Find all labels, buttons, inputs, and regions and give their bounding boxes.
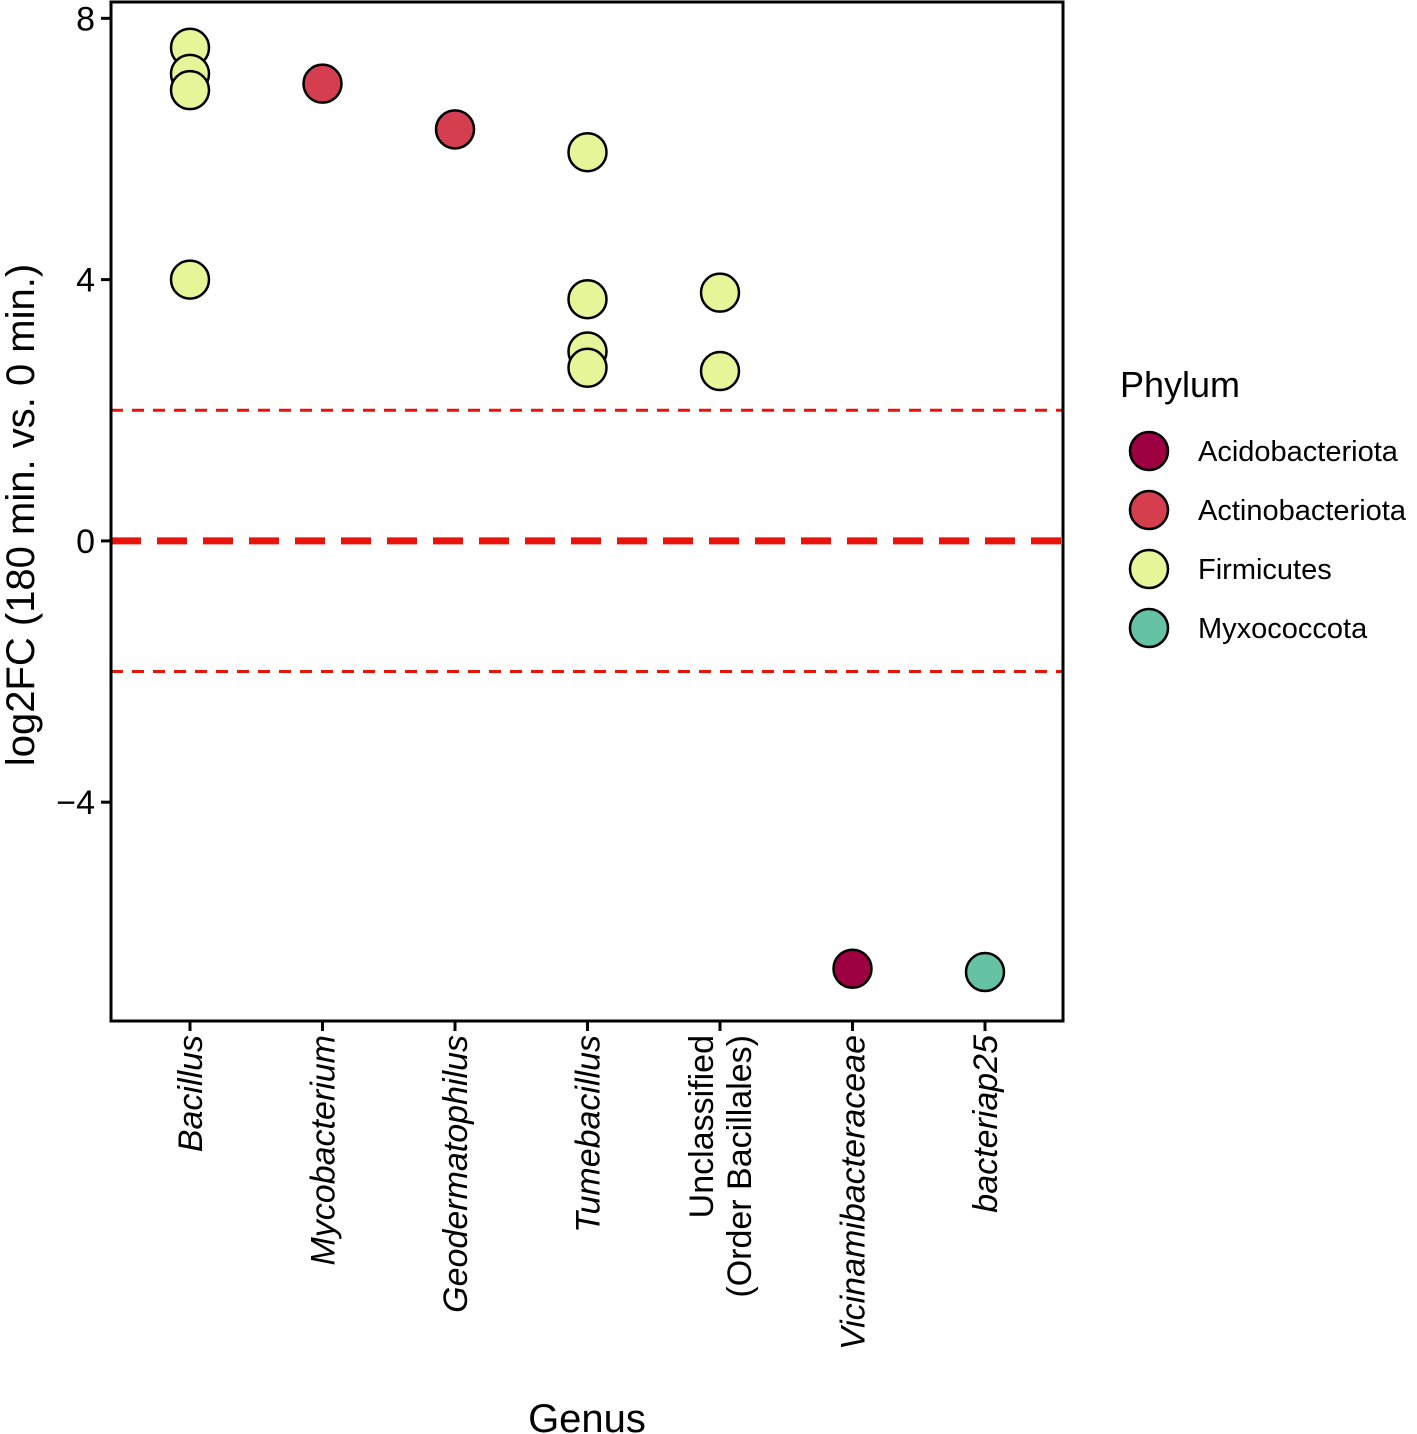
y-tick-label: 4 <box>76 262 95 300</box>
data-point <box>169 259 211 300</box>
x-tick-label: bacteriap25 <box>967 1035 1005 1213</box>
x-tick-label: Unclassified <box>683 1035 721 1218</box>
x-axis-title: Genus <box>528 1397 646 1434</box>
data-point <box>699 272 741 313</box>
y-axis-title: log2FC (180 min. vs. 0 min.) <box>0 264 43 766</box>
data-points <box>169 27 1006 993</box>
x-tick-label-group: Geodermatophilus <box>437 1035 475 1313</box>
y-axis: 8 4 0 −4 <box>56 0 111 822</box>
x-tick-label: (Order Bacillales) <box>721 1035 759 1298</box>
y-tick-label: −4 <box>56 784 95 822</box>
x-axis: Bacillus Mycobacterium Geodermatophilus Tum… <box>172 1021 1005 1350</box>
data-point <box>699 350 741 392</box>
data-point <box>567 347 608 389</box>
data-point <box>169 69 211 111</box>
legend-label: Firmicutes <box>1198 554 1332 586</box>
data-point <box>567 131 608 173</box>
data-point <box>434 109 476 150</box>
legend-label: Actinobacteriota <box>1198 495 1407 527</box>
x-tick-label: Tumebacillus <box>570 1035 608 1233</box>
x-tick-label: Bacillus <box>172 1035 210 1152</box>
data-point <box>567 278 608 320</box>
x-tick-label: Mycobacterium <box>305 1035 343 1266</box>
legend-swatch <box>1128 430 1170 472</box>
data-point <box>832 948 873 989</box>
x-tick-label-group: Tumebacillus <box>570 1035 608 1233</box>
x-tick-label-group: Mycobacterium <box>305 1035 343 1266</box>
y-tick-label: 8 <box>76 0 95 38</box>
legend-swatch <box>1128 489 1170 531</box>
x-tick-label-group: bacteriap25 <box>967 1035 1005 1213</box>
legend-label: Myxococcota <box>1198 613 1368 645</box>
data-point <box>302 63 343 104</box>
x-tick-label-group: Unclassified (Order Bacillales) <box>683 1035 759 1298</box>
legend-swatch <box>1128 548 1170 590</box>
x-tick-label: Geodermatophilus <box>437 1035 475 1313</box>
data-point <box>964 951 1006 993</box>
legend-label: Acidobacteriota <box>1198 436 1399 468</box>
x-tick-label-group: Bacillus <box>172 1035 210 1152</box>
y-tick-label: 0 <box>76 523 95 561</box>
legend-title: Phylum <box>1120 364 1240 405</box>
x-tick-label-group: Vicinamibacteraceae <box>835 1035 873 1350</box>
legend-swatch <box>1128 607 1170 649</box>
x-tick-label: Vicinamibacteraceae <box>835 1035 873 1350</box>
reference-lines <box>111 408 1063 674</box>
legend-entries: Acidobacteriota Actinobacteriota Firmicute… <box>1128 430 1407 649</box>
legend: Phylum Acidobacteriota Actinobacteriota Fi… <box>1120 364 1407 649</box>
